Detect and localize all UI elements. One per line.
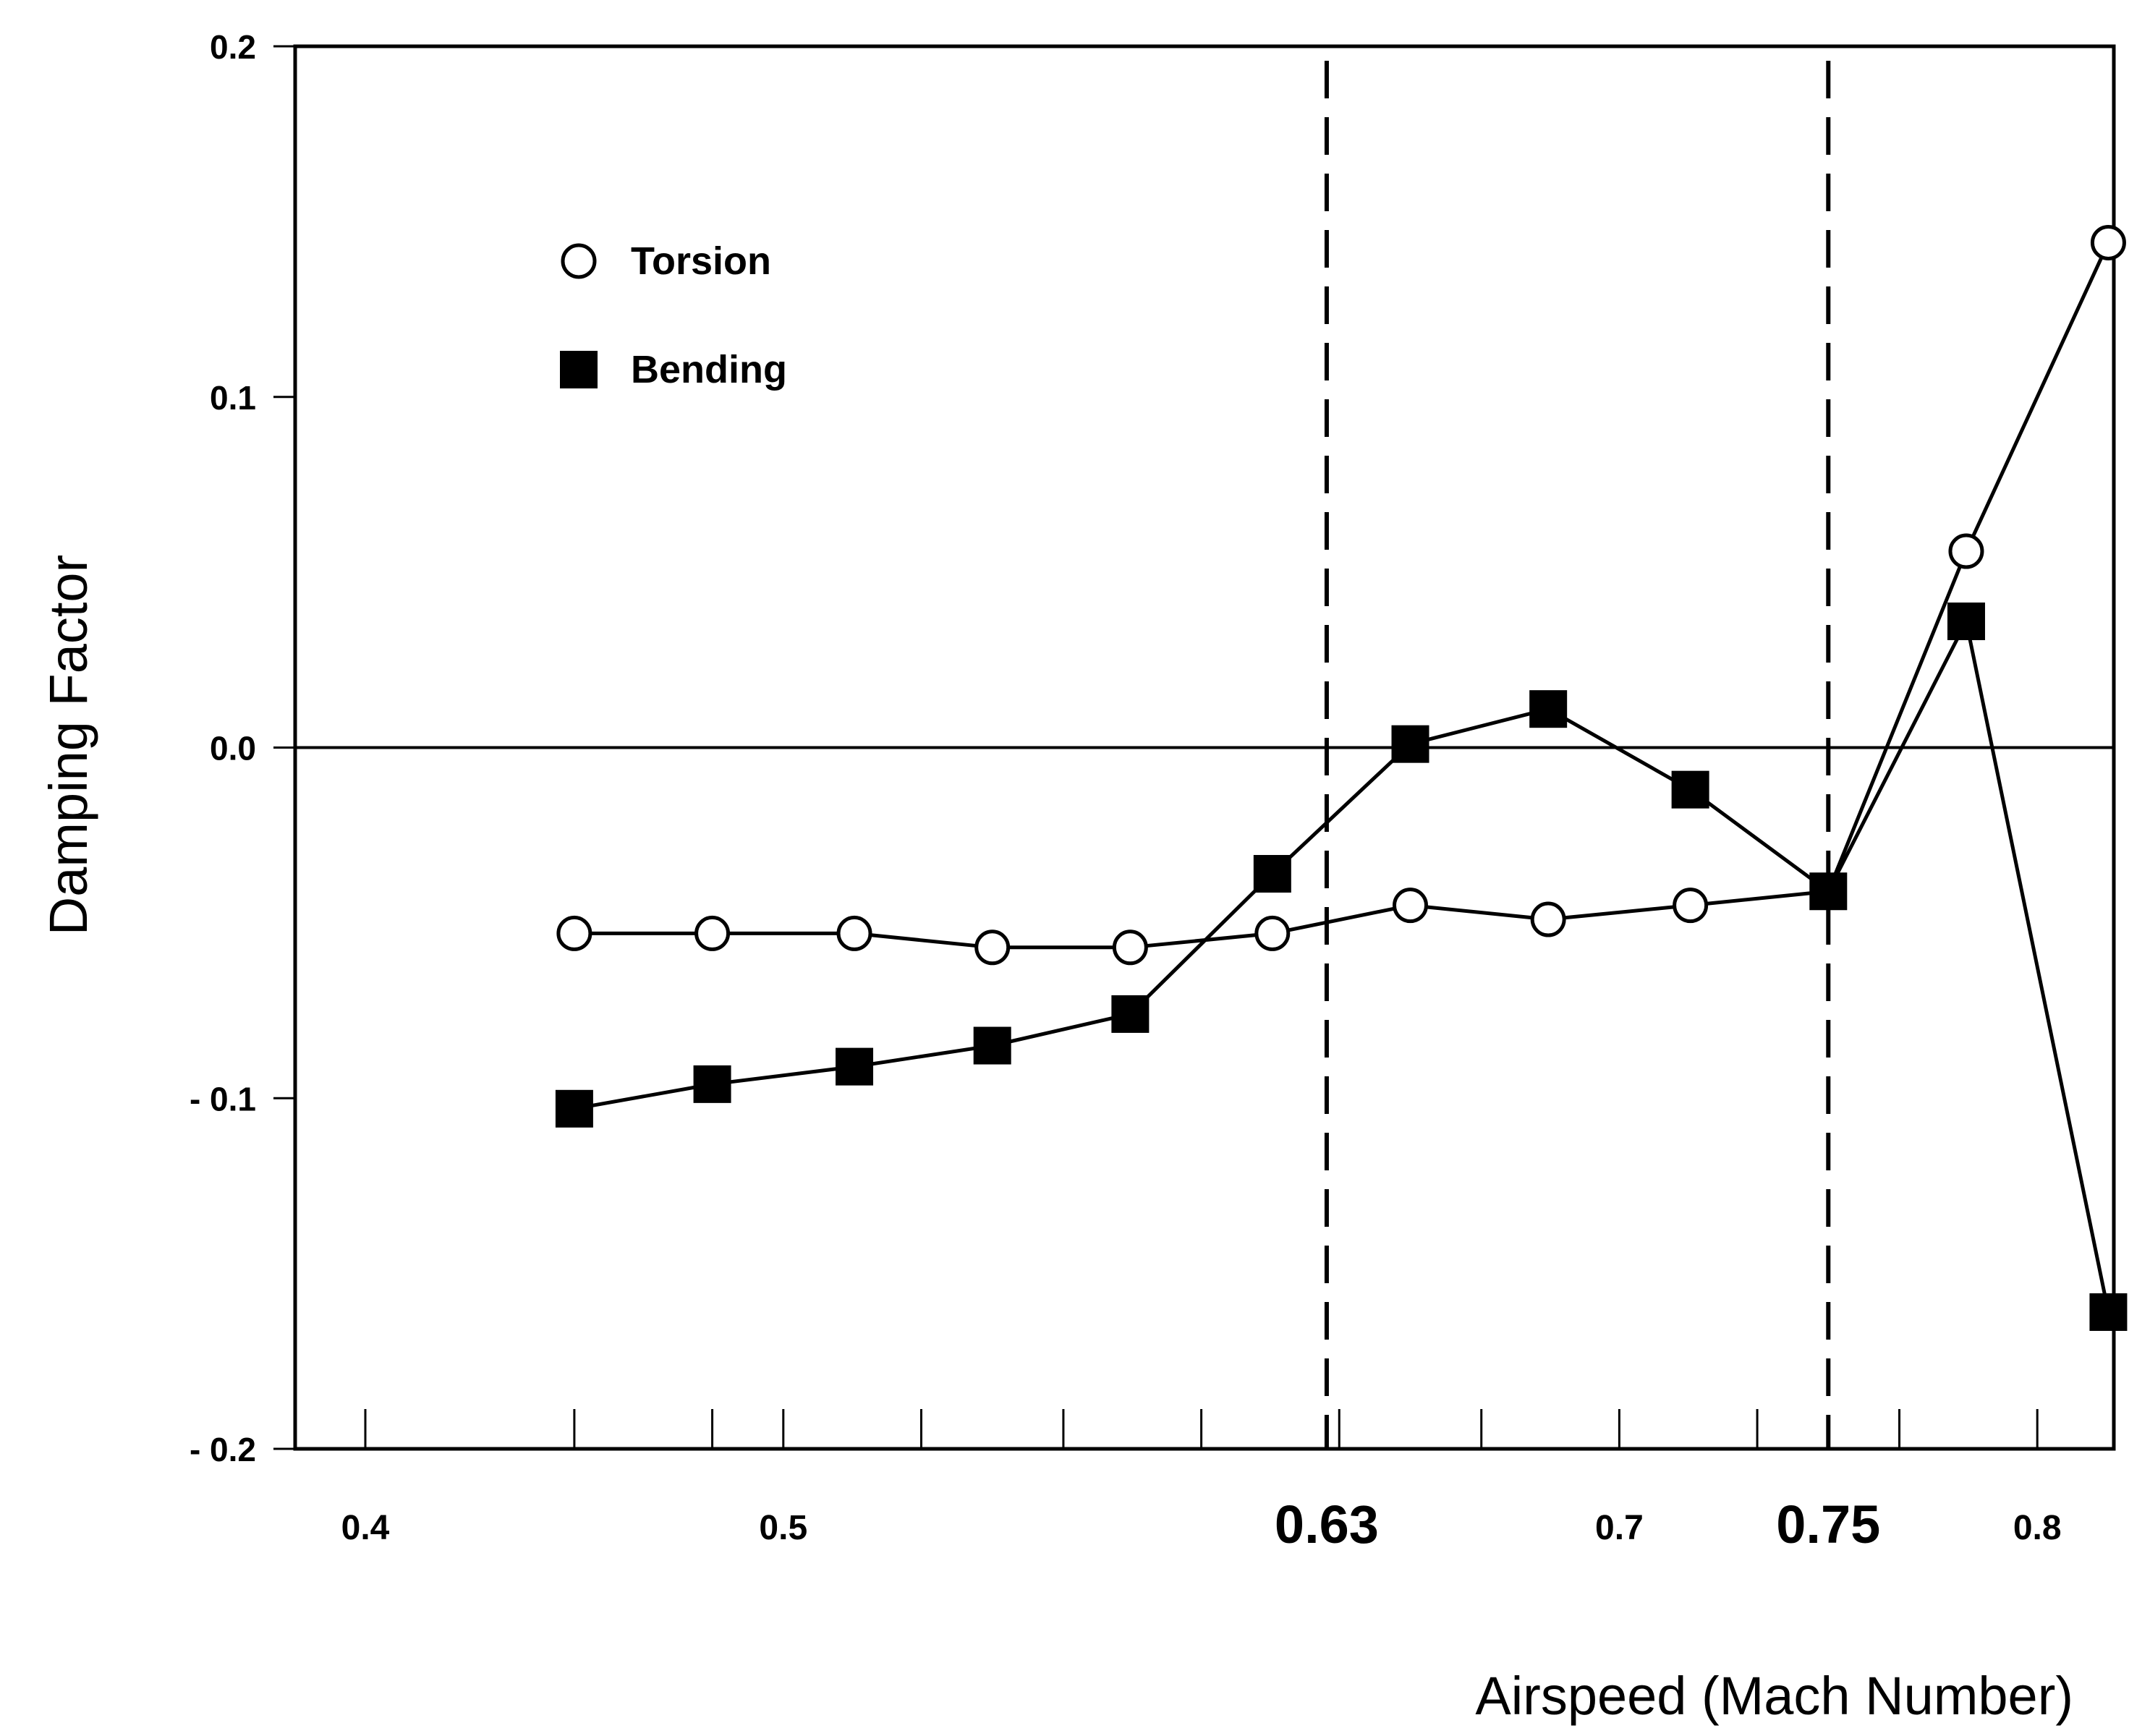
torsion-point [836, 915, 872, 951]
torsion-point [556, 915, 592, 951]
torsion-point [1530, 901, 1566, 937]
y-tick-label: 0.0 [210, 730, 256, 767]
bending-point [1809, 872, 1848, 911]
y-tick-label: - 0.1 [190, 1080, 256, 1118]
bending-point [2089, 1293, 2128, 1331]
x-tick-label: 0.7 [1595, 1509, 1644, 1547]
axes-layer: 0.2 0.1 0.0 - 0.1 - 0.2 0.4 0.5 0.63 0.7 0.75 0.8 [190, 28, 2116, 1554]
bending-point [836, 1047, 874, 1086]
torsion-point [1673, 888, 1709, 924]
torsion-point [1112, 929, 1148, 966]
x-tick-label: 0.5 [759, 1509, 807, 1547]
torsion-point [1393, 888, 1428, 924]
x-tick-label: 0.4 [341, 1509, 390, 1547]
bending-point [1671, 770, 1709, 809]
legend-bending-marker [560, 351, 598, 388]
legend: Torsion Bending [560, 239, 787, 391]
bending-point [973, 1026, 1011, 1065]
series-layer [555, 224, 2128, 1331]
x-tick-label: 0.75 [1776, 1494, 1880, 1554]
bending-point [693, 1065, 731, 1103]
x-axis-title: Airspeed (Mach Number) [1475, 1666, 2073, 1726]
y-axis-title: Damping Factor [38, 555, 98, 935]
y-tick-label: 0.2 [210, 28, 256, 66]
legend-label-bending: Bending [631, 348, 787, 391]
legend-label-torsion: Torsion [631, 239, 771, 283]
torsion-point [974, 929, 1011, 966]
y-tick-label: 0.1 [210, 379, 256, 417]
legend-torsion-marker [561, 243, 597, 279]
bending-point [1947, 602, 1985, 640]
x-tick-label: 0.63 [1275, 1494, 1379, 1554]
y-tick-label: - 0.2 [190, 1431, 256, 1468]
torsion-point [2090, 224, 2126, 260]
bending-point [1529, 690, 1568, 728]
reference-lines [295, 61, 2114, 1449]
bending-point [1253, 855, 1291, 893]
torsion-point [1254, 915, 1291, 951]
series-line-torsion [574, 242, 2110, 950]
x-tick-label: 0.8 [2013, 1509, 2062, 1547]
torsion-point [1948, 533, 1984, 569]
bending-point [1391, 725, 1429, 763]
bending-point [555, 1089, 593, 1128]
series-line-bending [574, 616, 2110, 1313]
bending-point [1111, 995, 1150, 1033]
torsion-point [694, 915, 731, 951]
series-bending [555, 602, 2128, 1331]
series-torsion [556, 224, 2126, 966]
